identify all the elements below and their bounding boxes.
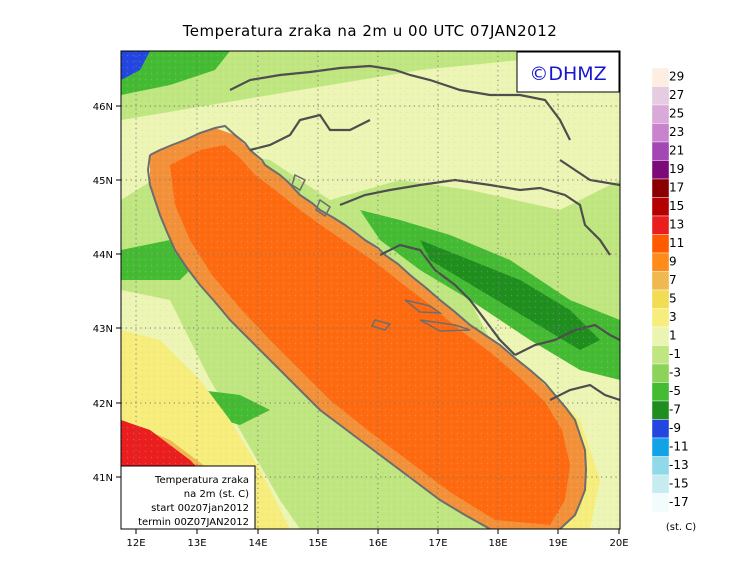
border-serbia-north: [559, 159, 620, 187]
colorbar-unit: (st. C): [666, 522, 696, 533]
colorbar-label: 13: [669, 218, 684, 232]
info-box: Temperatura zraka na 2m (st. C) start 00…: [120, 465, 256, 530]
lon-label: 14E: [248, 538, 267, 549]
lat-label: 41N: [93, 473, 113, 484]
colorbar-label: 27: [669, 88, 684, 102]
colorbar-label: -17: [669, 495, 689, 509]
map-title: Temperatura zraka na 2m u 00 UTC 07JAN20…: [182, 22, 558, 40]
colorbar-swatch: [651, 493, 670, 513]
colorbar-label: -7: [669, 403, 681, 417]
lon-label: 13E: [187, 538, 206, 549]
colorbar-swatch: [651, 234, 670, 254]
lat-ticks: [116, 105, 121, 478]
info-line: na 2m (st. C): [184, 489, 249, 500]
colorbar-swatch: [651, 363, 670, 383]
colorbar-swatch: [651, 382, 670, 402]
lat-labels: 41N 42N 43N 44N 45N 46N: [93, 102, 113, 484]
island-brac: [404, 299, 443, 314]
info-line: Temperatura zraka: [154, 475, 249, 486]
colorbar-label: -5: [669, 384, 681, 398]
coastline-east: [149, 124, 588, 529]
island-pag: [315, 198, 331, 218]
island-korcula: [419, 319, 471, 332]
island-vis: [370, 319, 392, 331]
colorbar-swatch: [651, 123, 670, 143]
colorbar-swatch: [651, 437, 670, 457]
colorbar-swatch: [651, 271, 670, 291]
colorbar-swatch: [651, 86, 670, 106]
colorbar-swatch: [651, 308, 670, 328]
coastline-west: [146, 154, 491, 529]
plot-frame: [120, 50, 621, 530]
colorbar-swatch: [651, 419, 670, 439]
lon-labels: 12E 13E 14E 15E 16E 17E 18E 19E 20E: [126, 538, 628, 549]
colorbar-swatch: [651, 456, 670, 476]
colorbar-swatch: [651, 326, 670, 346]
lon-label: 18E: [488, 538, 507, 549]
lon-ticks: [135, 529, 620, 534]
colorbar-swatch: [651, 141, 670, 161]
border-albania: [549, 383, 620, 402]
lat-label: 45N: [93, 176, 113, 187]
colorbar-label: -15: [669, 477, 689, 491]
colorbar-label: 7: [669, 273, 677, 287]
colorbar-swatch: [651, 160, 670, 180]
lon-label: 19E: [548, 538, 567, 549]
logo-text: ©DHMZ: [529, 63, 606, 85]
lon-label: 17E: [428, 538, 447, 549]
colorbar-label: 23: [669, 125, 684, 139]
colorbar-swatch: [651, 215, 670, 235]
field-texture: [121, 51, 620, 529]
lat-label: 42N: [93, 399, 113, 410]
info-line: start 00z07jan2012: [151, 503, 249, 514]
dhmz-logo: ©DHMZ: [516, 51, 620, 93]
colorbar-label: 19: [669, 162, 684, 176]
colorbar-label: -13: [669, 458, 689, 472]
colorbar-label: 25: [669, 107, 684, 121]
colorbar-swatch: [651, 67, 670, 87]
colorbar-swatch: [651, 289, 670, 309]
map-plot-area: [121, 51, 620, 529]
colorbar-label: 3: [669, 310, 677, 324]
colorbar-label: 1: [669, 329, 677, 343]
lat-label: 43N: [93, 324, 113, 335]
colorbar-swatch: [651, 345, 670, 365]
border-croatia-bosnia-north: [339, 178, 611, 256]
border-montenegro-serbia: [514, 323, 620, 356]
colorbar-label: 17: [669, 181, 684, 195]
lon-label: 16E: [368, 538, 387, 549]
colorbar-label: -1: [669, 347, 681, 361]
island-krk: [291, 173, 307, 192]
colorbar-swatch: [651, 400, 670, 420]
colorbar-label: 15: [669, 199, 684, 213]
border-bosnia-croatia-south: [379, 243, 516, 356]
colorbar-swatch: [651, 252, 670, 272]
colorbar-label: 5: [669, 292, 677, 306]
colorbar-label: 9: [669, 255, 677, 269]
colorbar-label: -11: [669, 440, 689, 454]
lon-label: 15E: [308, 538, 327, 549]
colorbar-swatch: [651, 474, 670, 494]
lon-label: 20E: [609, 538, 628, 549]
lat-label: 46N: [93, 102, 113, 113]
border-slovenia-austria-hungary: [229, 64, 571, 141]
colorbar: 29 27 25 23 21 19 17 15 13 11 9 7 5 3 1 -1 -3 -5 -7 -9 -11 -1…: [651, 67, 689, 513]
colorbar-swatch: [651, 197, 670, 217]
colorbar-swatch: [651, 178, 670, 198]
colorbar-label: 11: [669, 236, 684, 250]
colorbar-label: -3: [669, 366, 681, 380]
border-slovenia-croatia: [249, 113, 371, 152]
info-line: termin 00Z07JAN2012: [138, 517, 249, 528]
lon-label: 12E: [126, 538, 145, 549]
lat-label: 44N: [93, 250, 113, 261]
colorbar-label: -9: [669, 421, 681, 435]
colorbar-label: 29: [669, 70, 684, 84]
colorbar-label: 21: [669, 144, 684, 158]
colorbar-swatch: [651, 104, 670, 124]
